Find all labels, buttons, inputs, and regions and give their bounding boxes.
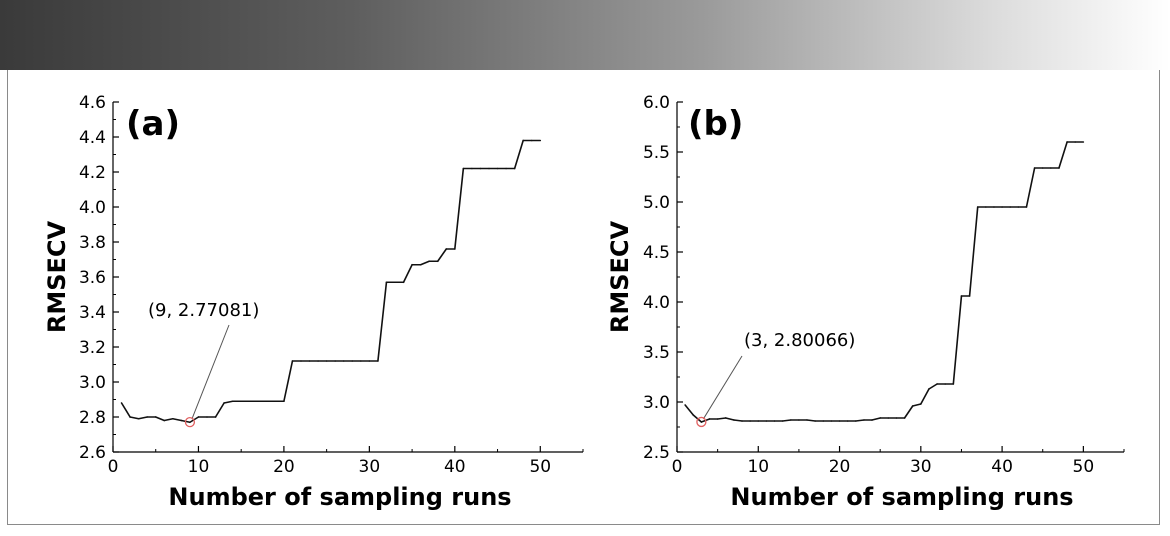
line-segment — [692, 414, 703, 423]
series-line — [684, 141, 1085, 423]
x-tick-label: 10 — [747, 457, 769, 477]
line-segment — [903, 405, 914, 419]
y-tick-label: 3.4 — [79, 303, 106, 323]
y-tick-label: 4.0 — [643, 293, 670, 313]
annotation-leader — [191, 324, 230, 420]
y-tick-label: 3.6 — [79, 268, 106, 288]
minimum-marker — [184, 416, 196, 428]
x-tick-label: 10 — [188, 457, 210, 477]
x-tick-label: 0 — [108, 457, 119, 477]
x-tick-label: 30 — [359, 457, 381, 477]
line-segment — [154, 416, 166, 422]
y-tick-label: 5.5 — [643, 143, 670, 163]
panel-label: (b) — [688, 104, 743, 144]
y-tick-label: 4.5 — [643, 243, 670, 263]
line-segment — [214, 402, 225, 418]
x-tick-label: 20 — [273, 457, 295, 477]
header-banner — [0, 0, 1170, 70]
y-tick-label: 4.0 — [79, 198, 106, 218]
line-segment — [920, 388, 930, 405]
line-segment — [911, 403, 922, 407]
y-tick-label: 4.4 — [79, 128, 106, 148]
x-axis-title: Number of sampling runs — [168, 483, 511, 511]
chart-panel-a: 0 10 20 30 40 50 2.6 2.8 3.0 3.2 3.4 3.6 3.8 4.0 4.2 4.… — [43, 93, 584, 511]
x-tick-label: 50 — [529, 457, 551, 477]
annotation-label: (3, 2.80066) — [744, 330, 855, 351]
panel-label: (a) — [126, 104, 180, 144]
line-segment — [952, 295, 963, 385]
y-tick-label: 2.5 — [643, 443, 670, 463]
line-segment — [733, 419, 743, 422]
y-tick-label: 6.0 — [643, 93, 670, 113]
minimum-marker — [696, 416, 707, 428]
y-tick-label: 2.6 — [79, 443, 106, 463]
y-tick-label: 3.0 — [643, 393, 670, 413]
x-tick-label: 40 — [444, 457, 466, 477]
y-tick-label: 2.8 — [79, 408, 106, 428]
y-tick-label: 4.6 — [79, 93, 106, 113]
series-line — [120, 139, 542, 424]
line-segment — [172, 417, 183, 422]
chart-panel-b: 0 10 20 30 40 50 2.5 3.0 3.5 4.0 4.5 5.0 5.5 6.0 Numbe… — [606, 93, 1125, 511]
line-segment — [513, 139, 524, 170]
y-tick-label: 3.0 — [79, 373, 106, 393]
line-segment — [871, 417, 881, 421]
line-segment — [1025, 167, 1036, 208]
y-tick-label: 3.8 — [79, 233, 106, 253]
line-segment — [377, 281, 388, 362]
line-segment — [684, 404, 695, 416]
figure-frame — [7, 70, 1160, 525]
x-tick-label: 20 — [829, 457, 851, 477]
line-segment — [283, 360, 294, 403]
line-segment — [1058, 141, 1068, 169]
line-segment — [854, 419, 865, 422]
line-segment — [223, 400, 234, 404]
x-tick-label: 50 — [1073, 457, 1095, 477]
y-tick-label: 5.0 — [643, 193, 670, 213]
line-segment — [163, 417, 174, 422]
annotation-label: (9, 2.77081) — [148, 300, 259, 321]
line-segment — [716, 417, 727, 420]
x-tick-label: 0 — [672, 457, 683, 477]
y-tick-label: 4.2 — [79, 163, 106, 183]
line-segment — [137, 416, 148, 420]
x-tick-label: 30 — [910, 457, 932, 477]
y-axis-title: RMSECV — [43, 220, 71, 333]
y-axis-title: RMSECV — [606, 220, 634, 333]
y-tick-label: 3.2 — [79, 338, 106, 358]
line-segment — [129, 416, 140, 420]
x-tick-label: 40 — [991, 457, 1013, 477]
line-segment — [436, 248, 448, 263]
line-segment — [724, 417, 735, 421]
annotation-leader — [702, 355, 743, 420]
line-segment — [402, 263, 413, 284]
line-segment — [806, 419, 816, 422]
line-segment — [454, 167, 465, 250]
y-tick-label: 3.5 — [643, 343, 670, 363]
line-segment — [968, 206, 979, 297]
line-segment — [120, 402, 131, 418]
line-segment — [781, 419, 792, 422]
line-segment — [928, 383, 938, 390]
line-segment — [419, 260, 430, 266]
x-axis-title: Number of sampling runs — [730, 483, 1073, 511]
